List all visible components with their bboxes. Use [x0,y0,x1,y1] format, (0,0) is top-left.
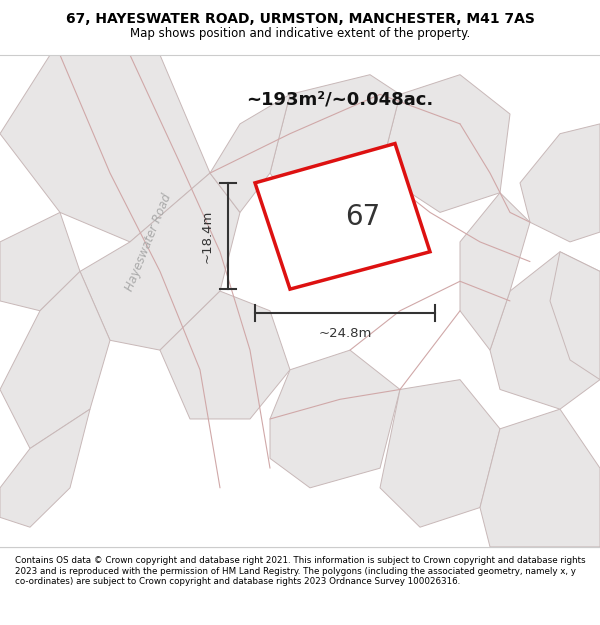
Polygon shape [490,252,600,409]
Polygon shape [270,74,400,213]
Polygon shape [255,144,430,289]
Polygon shape [160,291,290,419]
Polygon shape [0,213,80,311]
Text: 67: 67 [345,203,380,231]
Polygon shape [380,74,510,213]
Polygon shape [520,124,600,242]
Polygon shape [80,173,240,350]
Text: 67, HAYESWATER ROAD, URMSTON, MANCHESTER, M41 7AS: 67, HAYESWATER ROAD, URMSTON, MANCHESTER… [65,12,535,26]
Polygon shape [210,94,290,212]
Polygon shape [550,252,600,379]
Text: Hayeswater Road: Hayeswater Road [122,191,173,292]
Text: Map shows position and indicative extent of the property.: Map shows position and indicative extent… [130,27,470,39]
Polygon shape [480,409,600,547]
Polygon shape [270,350,400,488]
Text: ~193m²/~0.048ac.: ~193m²/~0.048ac. [247,90,434,108]
Text: ~18.4m: ~18.4m [201,209,214,262]
Text: ~24.8m: ~24.8m [319,326,371,339]
Polygon shape [0,55,210,242]
Polygon shape [0,271,110,449]
Polygon shape [460,192,530,350]
Polygon shape [380,379,500,528]
Polygon shape [0,409,90,528]
Text: Contains OS data © Crown copyright and database right 2021. This information is : Contains OS data © Crown copyright and d… [15,556,586,586]
